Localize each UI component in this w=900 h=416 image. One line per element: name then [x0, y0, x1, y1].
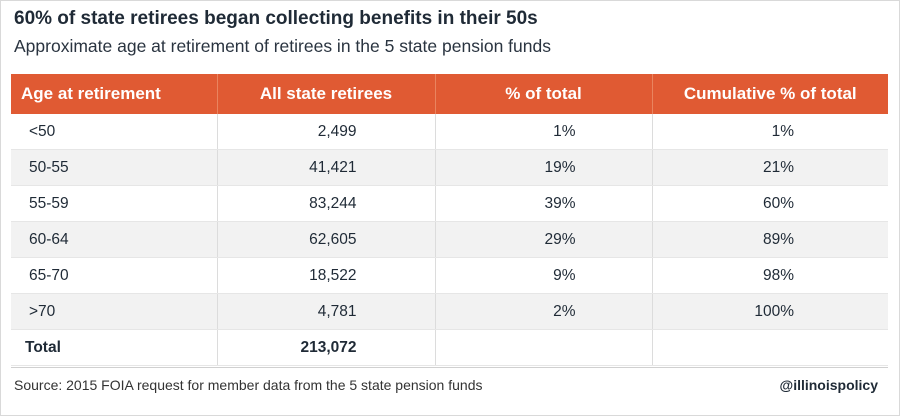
table-header-row: Age at retirement All state retirees % o…	[11, 74, 888, 114]
column-header-age: Age at retirement	[11, 74, 218, 114]
cell-total-empty	[435, 329, 653, 366]
table-row: 60-64 62,605 29% 89%	[11, 221, 888, 258]
cell-percent: 1%	[435, 114, 653, 150]
table-row: >70 4,781 2% 100%	[11, 293, 888, 330]
cell-percent: 29%	[435, 221, 653, 258]
cell-retirees: 83,244	[217, 185, 436, 222]
table-row: 50-55 41,421 19% 21%	[11, 149, 888, 186]
cell-age: 65-70	[11, 257, 218, 294]
cell-age: >70	[11, 293, 218, 330]
chart-title: 60% of state retirees began collecting b…	[14, 8, 538, 29]
cell-cumulative: 89%	[652, 221, 888, 258]
cell-percent: 39%	[435, 185, 653, 222]
cell-retirees: 62,605	[217, 221, 436, 258]
cell-cumulative: 21%	[652, 149, 888, 186]
cell-total-label: Total	[11, 329, 218, 366]
cell-age: 55-59	[11, 185, 218, 222]
cell-age: <50	[11, 114, 218, 150]
table-row: 65-70 18,522 9% 98%	[11, 257, 888, 294]
chart-subtitle: Approximate age at retirement of retiree…	[14, 36, 551, 56]
cell-retirees: 18,522	[217, 257, 436, 294]
footer-divider	[11, 367, 888, 368]
cell-age: 60-64	[11, 221, 218, 258]
cell-percent: 2%	[435, 293, 653, 330]
cell-cumulative: 98%	[652, 257, 888, 294]
cell-retirees: 2,499	[217, 114, 436, 150]
retirement-age-table: Age at retirement All state retirees % o…	[11, 74, 888, 366]
cell-cumulative: 60%	[652, 185, 888, 222]
column-header-percent: % of total	[435, 74, 653, 114]
table-total-row: Total 213,072	[11, 329, 888, 366]
cell-cumulative: 100%	[652, 293, 888, 330]
cell-cumulative: 1%	[652, 114, 888, 150]
cell-retirees: 41,421	[217, 149, 436, 186]
cell-percent: 19%	[435, 149, 653, 186]
cell-age: 50-55	[11, 149, 218, 186]
cell-total-retirees: 213,072	[217, 329, 436, 366]
source-note: Source: 2015 FOIA request for member dat…	[14, 377, 483, 393]
table-row: <50 2,499 1% 1%	[11, 114, 888, 150]
table-row: 55-59 83,244 39% 60%	[11, 185, 888, 222]
column-header-cumulative: Cumulative % of total	[652, 74, 888, 114]
social-handle: @illinoispolicy	[779, 377, 878, 393]
cell-retirees: 4,781	[217, 293, 436, 330]
column-header-retirees: All state retirees	[217, 74, 436, 114]
cell-total-empty	[652, 329, 888, 366]
cell-percent: 9%	[435, 257, 653, 294]
